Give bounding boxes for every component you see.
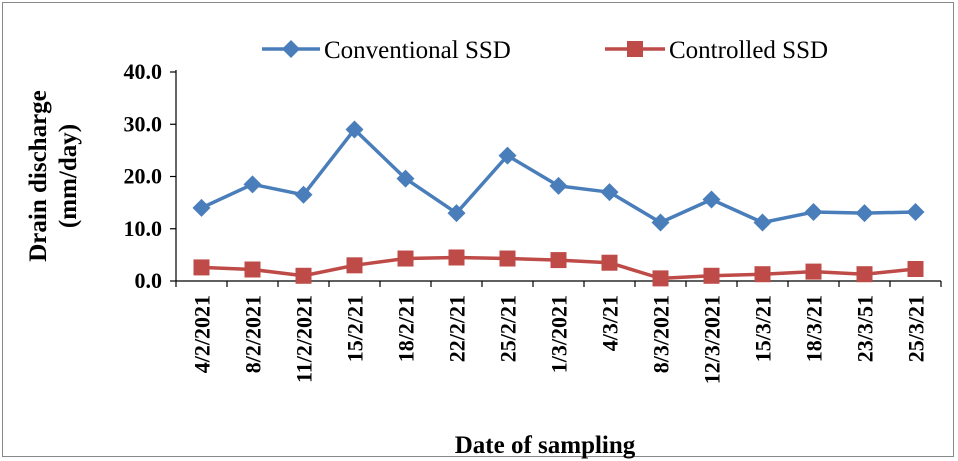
data-point-controlled: [856, 266, 873, 283]
data-point-controlled: [754, 266, 771, 283]
data-point-controlled: [652, 270, 669, 287]
data-point-conventional: [651, 213, 670, 232]
data-point-controlled: [397, 250, 414, 267]
y-tick-label: 10.0: [124, 216, 163, 241]
data-point-conventional: [345, 120, 364, 139]
x-tick-labels: 4/2/2021 8/2/2021 11/2/2021 15/2/21 18/2/21 2…: [190, 295, 929, 384]
y-axis-title-line2: (mm/day): [55, 124, 82, 228]
y-tick-label: 40.0: [124, 59, 163, 84]
y-tick-label: 0.0: [135, 268, 163, 293]
data-point-conventional: [906, 203, 925, 222]
y-tick-labels: 0.0 10.0 20.0 30.0 40.0: [124, 59, 163, 293]
x-tick-label: 8/2/2021: [241, 295, 266, 373]
x-tick-label: 25/2/21: [496, 295, 521, 362]
data-point-controlled: [346, 257, 363, 274]
data-point-conventional: [702, 190, 721, 209]
legend-label-conventional: Conventional SSD: [324, 37, 511, 64]
data-point-controlled: [499, 250, 516, 267]
data-point-conventional: [549, 176, 568, 195]
data-point-conventional: [498, 146, 517, 165]
series-layer: [192, 120, 925, 287]
data-point-controlled: [193, 259, 210, 276]
x-tick-label: 18/3/21: [802, 295, 827, 362]
legend-label-controlled: Controlled SSD: [669, 37, 828, 64]
y-tick-label: 20.0: [124, 164, 163, 189]
x-axis-title: Date of sampling: [455, 432, 636, 459]
data-point-conventional: [855, 204, 874, 223]
data-point-controlled: [703, 267, 720, 284]
data-point-conventional: [192, 198, 211, 217]
x-tick-label: 1/3/2021: [547, 295, 572, 373]
data-point-conventional: [243, 175, 262, 194]
x-tick-label: 8/3/2021: [649, 295, 674, 373]
legend-marker-controlled: [627, 41, 643, 57]
x-tick-label: 15/3/21: [751, 295, 776, 362]
data-point-controlled: [601, 254, 618, 271]
y-tick-label: 30.0: [124, 111, 163, 136]
x-tick-label: 4/3/21: [598, 295, 623, 351]
y-axis-title-line1: Drain discharge: [25, 90, 52, 262]
x-tick-label: 4/2/2021: [190, 295, 215, 373]
data-point-conventional: [804, 203, 823, 222]
legend-marker-conventional: [282, 40, 300, 58]
x-tick-label: 22/2/21: [445, 295, 470, 362]
data-point-controlled: [244, 261, 261, 278]
x-tick-label: 15/2/21: [343, 295, 368, 362]
data-point-conventional: [294, 185, 313, 204]
x-tick-label: 11/2/2021: [292, 295, 317, 383]
x-tick-label: 12/3/2021: [700, 295, 725, 384]
x-tick-label: 25/3/21: [904, 295, 929, 362]
data-point-conventional: [753, 213, 772, 232]
data-point-conventional: [447, 204, 466, 223]
data-point-controlled: [907, 260, 924, 277]
data-point-controlled: [448, 249, 465, 266]
data-point-conventional: [600, 183, 619, 202]
data-point-controlled: [295, 267, 312, 284]
data-point-controlled: [805, 263, 822, 280]
x-tick-label: 23/3/51: [853, 295, 878, 362]
data-point-conventional: [396, 169, 415, 188]
x-tick-label: 18/2/21: [394, 295, 419, 362]
legend: Conventional SSD Controlled SSD: [262, 37, 828, 64]
data-point-controlled: [550, 252, 567, 269]
